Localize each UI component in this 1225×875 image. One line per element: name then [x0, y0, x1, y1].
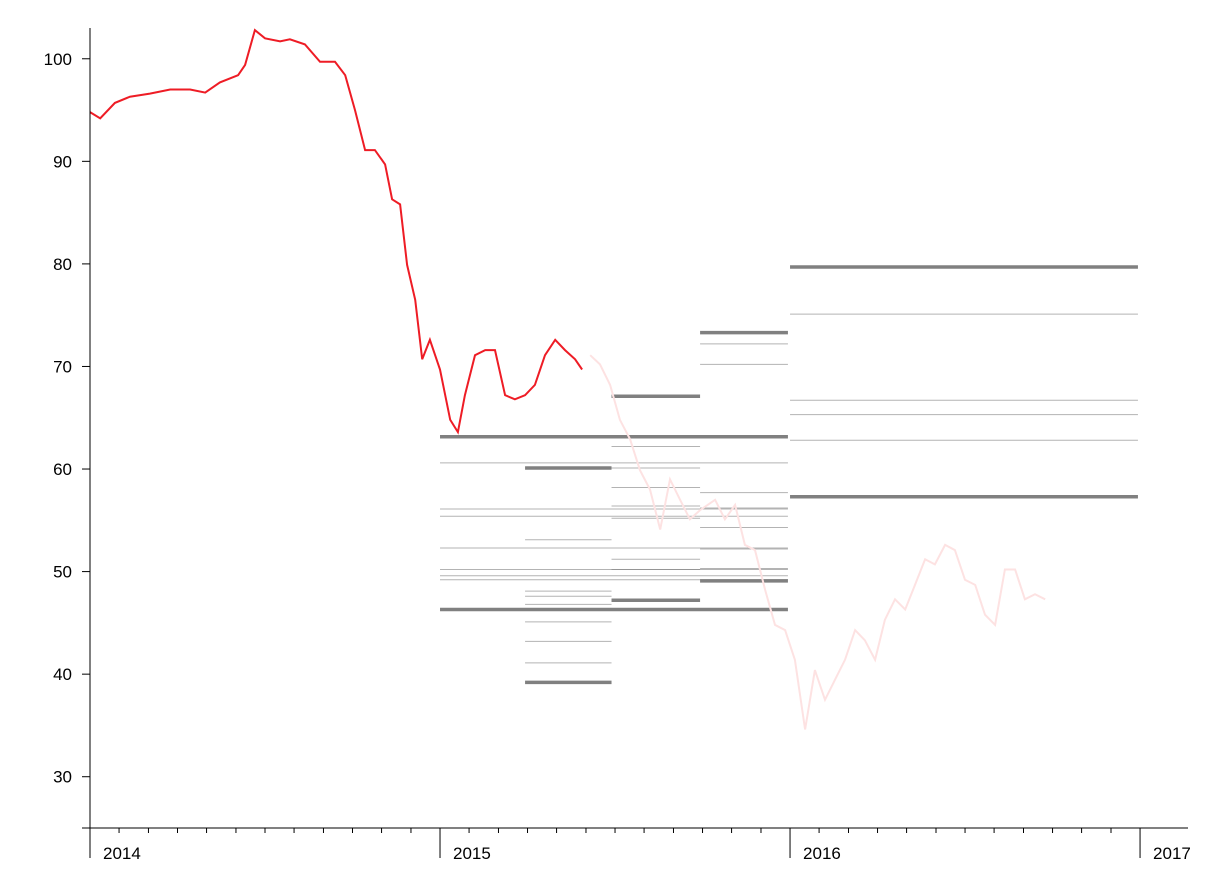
y-tick-label: 60 — [53, 460, 72, 479]
x-tick-label: 2016 — [803, 844, 841, 863]
x-tick-label: 2017 — [1153, 844, 1191, 863]
y-tick-label: 80 — [53, 255, 72, 274]
y-tick-label: 90 — [53, 152, 72, 171]
y-tick-label: 50 — [53, 563, 72, 582]
y-tick-label: 100 — [44, 50, 72, 69]
y-tick-label: 40 — [53, 665, 72, 684]
x-tick-label: 2015 — [453, 844, 491, 863]
y-tick-label: 30 — [53, 768, 72, 787]
x-tick-label: 2014 — [103, 844, 141, 863]
price-line — [589, 354, 1046, 730]
price-line — [89, 28, 583, 435]
y-tick-label: 70 — [53, 357, 72, 376]
